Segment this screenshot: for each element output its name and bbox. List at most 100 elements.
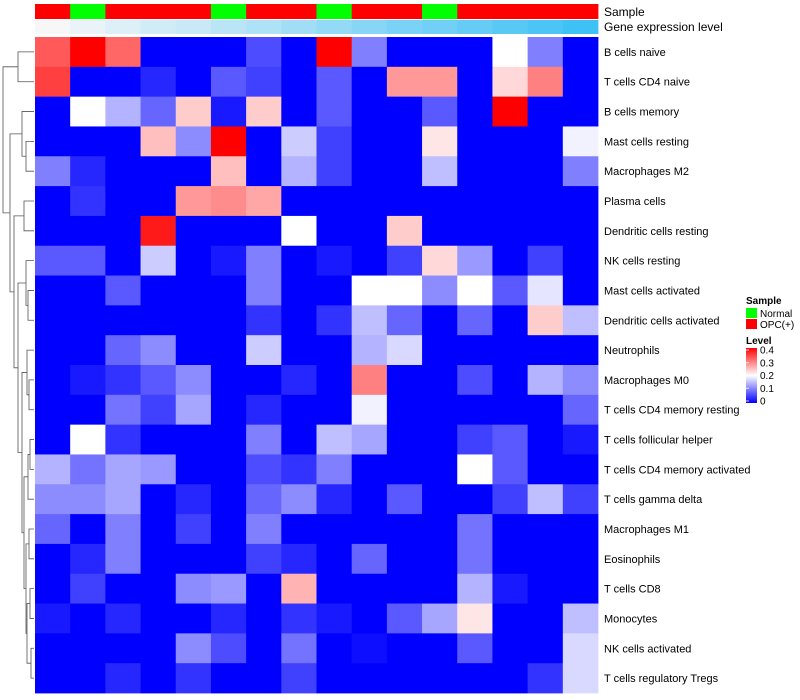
sample-annotation-bar xyxy=(35,4,599,19)
expression-annotation-cell xyxy=(527,20,564,34)
heatmap-cell xyxy=(210,245,247,276)
heatmap-cell xyxy=(281,156,317,187)
heatmap-cell xyxy=(492,335,529,366)
heatmap-cell xyxy=(351,215,388,247)
heatmap-cell xyxy=(210,66,247,98)
heatmap-cell xyxy=(281,514,317,545)
heatmap-cell xyxy=(386,663,423,694)
heatmap-cell xyxy=(35,245,71,276)
heatmap-cell xyxy=(246,186,282,217)
dendrogram-branch xyxy=(27,290,34,321)
expression-annotation-cell xyxy=(281,20,317,34)
heatmap-cell xyxy=(140,365,177,396)
heatmap-cell xyxy=(457,603,493,634)
heatmap-cell xyxy=(527,365,564,396)
row-label: Eosinophils xyxy=(604,554,661,566)
heatmap-cell xyxy=(210,186,247,217)
heatmap-cell xyxy=(492,394,529,426)
heatmap-cell xyxy=(210,365,247,396)
heatmap-cell xyxy=(140,275,177,306)
heatmap-cell xyxy=(70,156,106,187)
heatmap-cell xyxy=(527,126,564,157)
heatmap-cell xyxy=(175,633,212,664)
heatmap-cell xyxy=(351,37,388,68)
heatmap-cell xyxy=(140,215,177,247)
expression-annotation-cell xyxy=(35,20,71,34)
legend-label-opc: OPC(+) xyxy=(760,320,794,331)
heatmap-cell xyxy=(316,514,353,545)
heatmap-cell xyxy=(422,365,458,396)
heatmap-cell xyxy=(105,663,141,694)
heatmap-cell xyxy=(281,215,317,247)
heatmap-cell xyxy=(492,305,529,336)
heatmap-cell xyxy=(105,156,141,187)
heatmap-cell xyxy=(105,215,141,247)
heatmap-cell xyxy=(527,484,564,515)
heatmap-cell xyxy=(457,66,493,98)
heatmap-cell xyxy=(105,305,141,336)
heatmap-cell xyxy=(386,215,423,247)
heatmap-cell xyxy=(35,186,71,217)
heatmap-cell xyxy=(562,186,599,217)
row-dendrogram xyxy=(2,51,34,679)
heatmap-cell xyxy=(210,394,247,426)
heatmap-cell xyxy=(210,514,247,545)
heatmap-cell xyxy=(562,454,599,485)
dendrogram-branch xyxy=(30,647,34,679)
row-label: T cells CD4 naive xyxy=(604,77,690,89)
legend: Sample Normal OPC(+) Level 0.40.3 0.2 0.1 0 xyxy=(746,296,794,408)
heatmap-cell xyxy=(70,126,106,157)
row-label: Monocytes xyxy=(604,613,658,625)
heatmap-cell xyxy=(281,454,317,485)
heatmap-cell xyxy=(457,156,493,187)
heatmap-cell xyxy=(422,305,458,336)
heatmap-cell xyxy=(70,394,106,426)
heatmap-cell xyxy=(70,215,106,247)
heatmap-cell xyxy=(281,96,317,127)
heatmap-cell xyxy=(422,633,458,664)
sample-annotation-cell xyxy=(246,4,282,19)
sample-annotation-label: Sample xyxy=(604,5,645,19)
heatmap-cell xyxy=(316,275,353,306)
heatmap-cell xyxy=(35,156,71,187)
heatmap-cell xyxy=(281,37,317,68)
heatmap-cell xyxy=(70,245,106,276)
heatmap-cell xyxy=(281,275,317,306)
heatmap-cell xyxy=(105,126,141,157)
heatmap-cell xyxy=(210,543,247,575)
heatmap-cell xyxy=(351,96,388,127)
heatmap-cell xyxy=(35,603,71,634)
heatmap-cell xyxy=(105,633,141,664)
expression-annotation-cell xyxy=(457,20,493,34)
heatmap-cell xyxy=(35,663,71,694)
heatmap-cell xyxy=(457,633,493,664)
sample-annotation-cell xyxy=(281,4,317,19)
heatmap-cell xyxy=(422,186,458,217)
heatmap-cell xyxy=(386,365,423,396)
expression-annotation-label: Gene expression level xyxy=(604,20,723,34)
heatmap-cell xyxy=(457,663,493,694)
heatmap-cell xyxy=(527,543,564,575)
heatmap-cell xyxy=(457,424,493,455)
heatmap-cell xyxy=(140,96,177,127)
row-label: Neutrophils xyxy=(604,345,660,357)
row-label: B cells memory xyxy=(604,107,680,119)
heatmap-cell xyxy=(527,394,564,426)
heatmap-cell xyxy=(140,573,177,604)
heatmap-cell xyxy=(175,335,212,366)
heatmap-cell xyxy=(492,186,529,217)
heatmap-cell xyxy=(351,186,388,217)
heatmap-cell xyxy=(422,484,458,515)
heatmap-cell xyxy=(105,514,141,545)
row-label: NK cells activated xyxy=(604,643,691,655)
heatmap-cell xyxy=(457,275,493,306)
heatmap-cell xyxy=(422,245,458,276)
heatmap-cell xyxy=(70,424,106,455)
heatmap-cell xyxy=(35,66,71,98)
heatmap-cell xyxy=(527,633,564,664)
heatmap-cell xyxy=(492,156,529,187)
expression-annotation-cell xyxy=(351,20,388,34)
heatmap-cell xyxy=(457,543,493,575)
heatmap-cell xyxy=(175,275,212,306)
